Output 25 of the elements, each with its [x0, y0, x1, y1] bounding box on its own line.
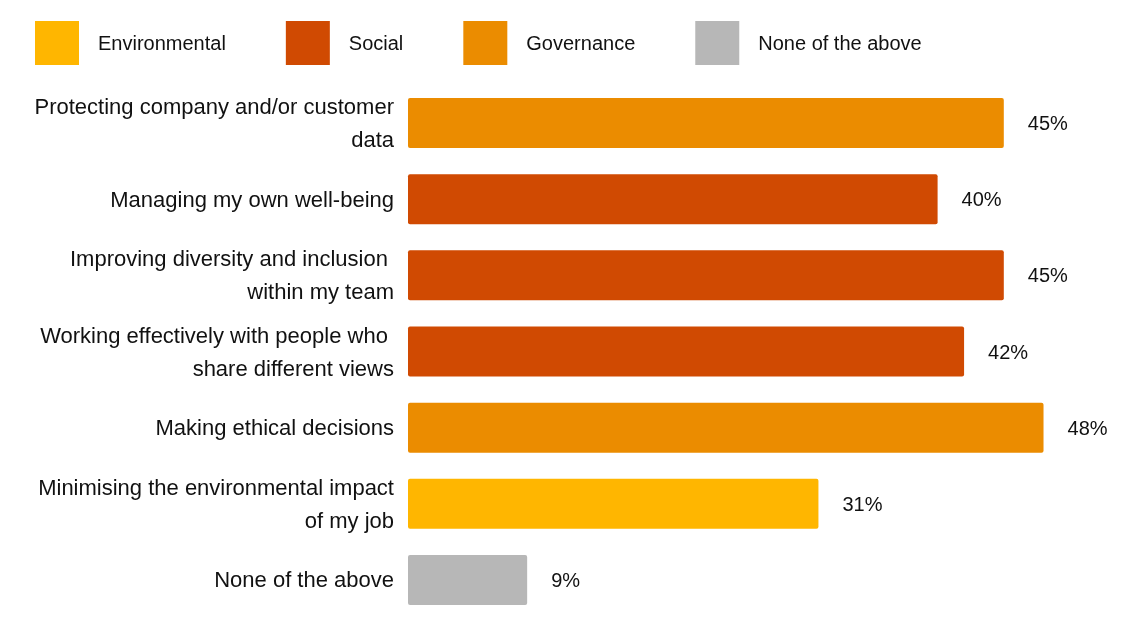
data-label: 9%: [551, 568, 581, 591]
y-tick-label: None of the above: [214, 567, 394, 593]
y-tick-label: Improving diversity and inclusion within my team: [69, 246, 394, 305]
data-label: 40%: [961, 188, 1002, 211]
data-label: 45%: [1027, 112, 1069, 135]
legend-label: Environmental: [98, 32, 226, 54]
data-label: 31%: [842, 492, 883, 515]
bar: [408, 402, 1044, 453]
y-tick-label: Making ethical decisions: [155, 415, 394, 441]
bar: [408, 174, 938, 225]
data-label: 48%: [1067, 416, 1108, 439]
y-tick-label: Managing my own well-being: [110, 186, 394, 212]
bar: [408, 326, 965, 377]
bar: [408, 98, 1004, 149]
bar: [408, 478, 819, 529]
y-tick-label: Working effectively with people who share different views: [40, 322, 394, 381]
legend-label: Governance: [526, 32, 636, 54]
y-tick-label: Minimising the environmental impact of my job: [38, 474, 394, 533]
bar: [408, 250, 1004, 301]
data-label: 42%: [988, 340, 1029, 363]
legend-label: None of the above: [758, 32, 922, 54]
bar: [408, 554, 528, 605]
y-tick-label: Protecting company and/or customer data: [34, 94, 395, 153]
legend-label: Social: [348, 32, 404, 54]
data-label: 45%: [1027, 264, 1069, 287]
